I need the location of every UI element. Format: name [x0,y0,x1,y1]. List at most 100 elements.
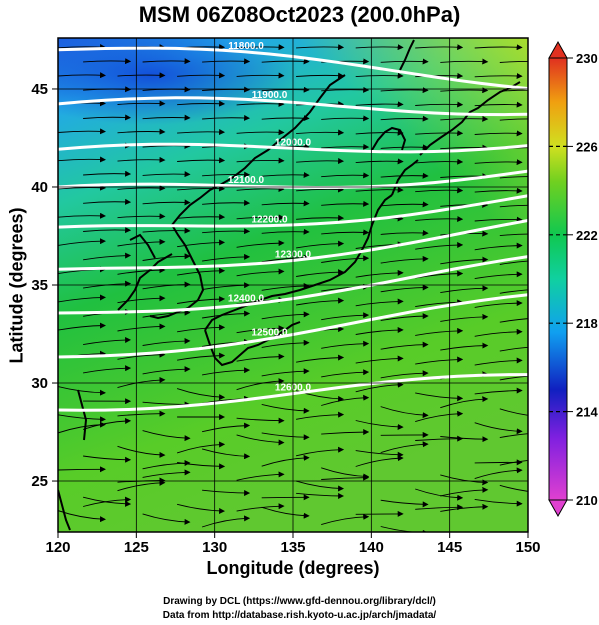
streamline [355,420,404,430]
streamline [177,296,226,304]
streamline [117,323,166,332]
colorbar-min-triangle [548,499,568,518]
streamline [117,351,166,360]
streamline [474,422,523,435]
streamline [355,298,404,307]
streamline [117,128,166,135]
streamline [380,441,429,454]
colorbar-label: 218 [576,316,598,331]
streamline [83,198,132,205]
streamline [58,184,106,191]
streamline [83,114,132,121]
streamline [415,101,464,108]
streamline [440,144,489,151]
streamline [177,267,226,276]
colorbar-label: 222 [576,228,598,243]
x-tick-label: 130 [202,539,227,556]
streamline [236,157,285,164]
colorbar-label: 230 [576,51,598,66]
coastlines [58,39,521,531]
streamline [321,312,370,321]
temperature-field-cold-region [58,38,300,125]
streamline [474,159,523,166]
x-tick-label: 135 [280,539,305,556]
streamline [380,499,429,508]
streamline [355,381,404,393]
streamline [142,460,191,470]
streamline [202,58,251,65]
colorbar-label: 214 [576,405,598,420]
streamline [321,429,370,436]
streamline [58,510,106,523]
streamline [355,158,404,165]
streamline [500,534,547,537]
streamline [83,365,132,374]
streamline [261,58,310,65]
streamline [117,72,166,79]
streamline [440,474,489,486]
streamline [321,394,370,406]
streamline [236,44,285,51]
streamline [177,239,226,248]
colorbar-ramp [548,57,568,501]
streamline [380,370,429,379]
streamline [440,503,489,512]
streamline [176,388,226,401]
streamline [261,339,310,348]
streamline [380,172,429,179]
streamline [142,171,191,178]
streamline [261,228,310,235]
credit-data: Data from http://database.rish.kyoto-u.a… [162,610,437,621]
streamline [380,526,429,532]
streamline [380,284,429,293]
streamline [142,513,191,525]
streamline [202,86,251,93]
streamline [499,60,528,63]
streamline [499,260,528,265]
streamline [415,410,464,423]
streamline [415,187,464,194]
streamline [296,492,345,499]
streamline [415,44,464,51]
streamline [261,171,310,178]
streamline [355,355,404,364]
streamline [321,229,370,236]
contour-label: 12200.0 [251,215,288,226]
streamline [321,513,370,526]
streamline [202,253,251,262]
streamline [296,269,345,277]
streamline [296,129,345,136]
y-axis-label: Latitude (degrees) [6,207,27,364]
streamline [236,214,285,221]
streamline [82,496,132,507]
y-tick-label: 30 [31,375,48,392]
streamline [202,199,251,206]
streamline [142,430,191,442]
streamline [117,479,166,492]
map-title: MSM 06Z08Oct2023 (200.0hPa) [138,2,461,27]
streamline [83,58,132,65]
streamline [415,488,464,501]
streamline [236,471,285,481]
streamline [321,340,370,349]
contour-label: 12100.0 [228,175,265,186]
streamline [380,406,429,419]
streamline [83,170,132,177]
streamline [499,204,528,208]
streamline [117,267,166,275]
streamline [117,445,166,458]
streamline [415,392,464,402]
streamline [236,353,285,362]
streamline [236,325,285,334]
streamline [415,435,464,442]
streamline [499,233,528,237]
streamline [296,44,345,51]
streamline [82,417,132,430]
streamline [261,254,310,263]
streamline [261,432,310,441]
streamline [83,227,132,234]
x-tick-label: 140 [359,539,384,556]
streamline [499,460,528,466]
streamline [202,489,251,497]
